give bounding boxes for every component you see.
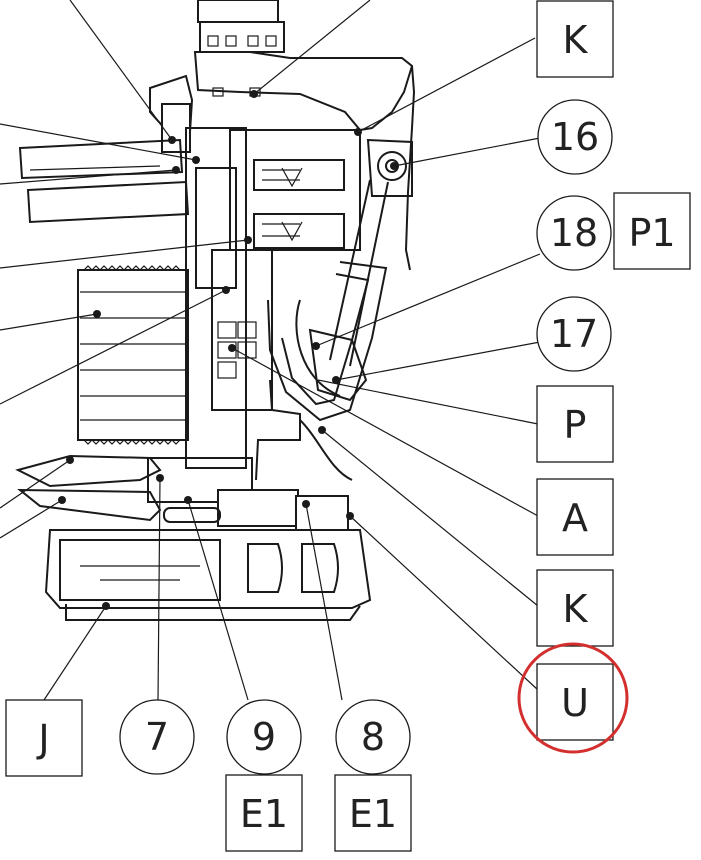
- callout-18: 18: [536, 195, 612, 271]
- callout-7-label: 7: [145, 715, 169, 759]
- callout-k-top-label: K: [563, 18, 589, 62]
- leader-dots: [58, 90, 398, 610]
- callout-p1-label: P1: [628, 211, 675, 255]
- callout-e1-left: E1: [225, 774, 303, 852]
- highlight-circle: [517, 642, 629, 754]
- callout-j: J: [5, 699, 83, 777]
- callout-e1-left-label: E1: [240, 792, 288, 836]
- callout-7: 7: [119, 699, 195, 775]
- callout-9: 9: [226, 699, 302, 775]
- callout-8: 8: [335, 699, 411, 775]
- callout-17-label: 17: [550, 312, 598, 356]
- leader-lines: [0, 0, 541, 701]
- callout-9-label: 9: [252, 715, 276, 759]
- callout-a-label: A: [562, 496, 588, 540]
- callout-u-label: U: [561, 681, 589, 725]
- callout-j-label: J: [36, 717, 49, 761]
- callout-p-label: P: [564, 403, 587, 447]
- callout-k-lower: K: [536, 569, 614, 647]
- callout-16-label: 16: [551, 115, 599, 159]
- callout-p1: P1: [613, 192, 691, 270]
- callout-k-lower-label: K: [563, 587, 589, 631]
- callout-17: 17: [536, 296, 612, 372]
- callout-8-label: 8: [361, 715, 385, 759]
- callout-k-top: K: [536, 0, 614, 78]
- machine-illustration: [15, 0, 416, 621]
- callout-e1-right-label: E1: [349, 792, 397, 836]
- callout-a: A: [536, 478, 614, 556]
- callout-e1-right: E1: [334, 774, 412, 852]
- callout-u: U: [517, 642, 629, 754]
- callout-16: 16: [537, 99, 613, 175]
- callout-p: P: [536, 385, 614, 463]
- callout-18-label: 18: [550, 211, 598, 255]
